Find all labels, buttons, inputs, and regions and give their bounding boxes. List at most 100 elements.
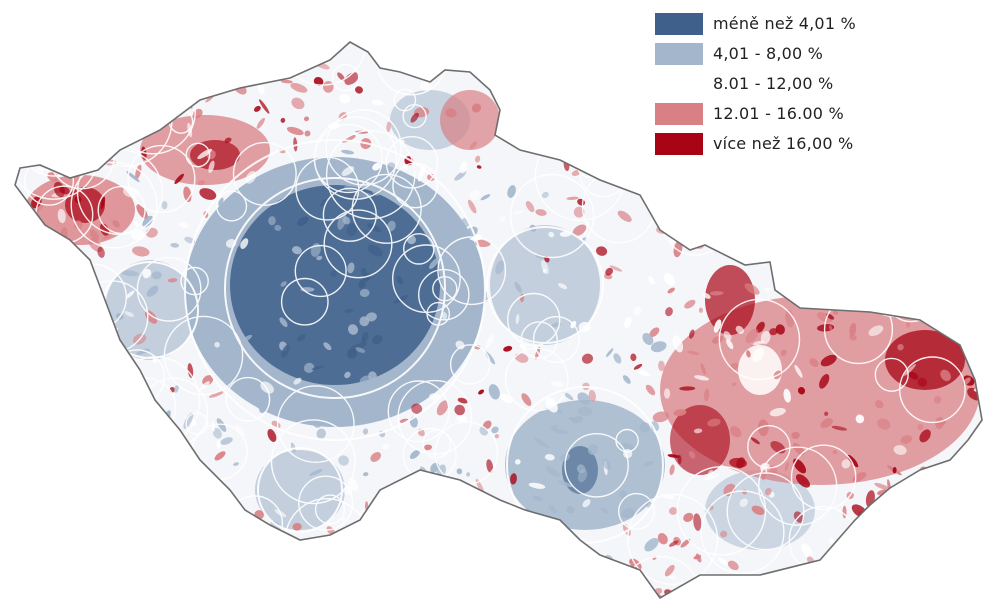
texture-patch [528, 482, 546, 489]
texture-patch [296, 334, 306, 342]
texture-patch [911, 572, 922, 576]
texture-patch [158, 75, 168, 92]
texture-patch [587, 444, 599, 455]
texture-patch [67, 333, 81, 338]
district-ring [351, 173, 422, 244]
texture-patch [579, 111, 596, 123]
texture-patch [163, 587, 173, 595]
texture-patch [644, 537, 659, 552]
texture-patch [520, 569, 529, 576]
district-ring [797, 224, 882, 309]
texture-patch [688, 329, 695, 339]
texture-patch [212, 427, 222, 439]
texture-patch [467, 199, 477, 214]
texture-patch [347, 348, 358, 359]
texture-patch [783, 388, 791, 403]
texture-patch [339, 94, 351, 104]
texture-patch [241, 544, 251, 550]
texture-patch [545, 466, 561, 478]
texture-patch [158, 112, 167, 117]
texture-patch [503, 345, 513, 352]
texture-patch [124, 311, 134, 317]
texture-patch [956, 157, 964, 171]
texture-patch [267, 429, 277, 442]
texture-patch [62, 509, 70, 521]
texture-patch [855, 414, 865, 424]
texture-patch [73, 352, 83, 360]
texture-patch [371, 99, 384, 106]
texture-patch [42, 251, 49, 260]
texture-patch [679, 386, 696, 391]
texture-patch [174, 173, 184, 185]
texture-patch [367, 223, 382, 233]
texture-patch [899, 306, 908, 316]
texture-patch [969, 347, 974, 359]
texture-patch [683, 585, 700, 591]
texture-patch [851, 280, 860, 289]
district-ring [900, 519, 960, 578]
district-ring [325, 129, 416, 220]
texture-patch [544, 454, 555, 461]
texture-patch [909, 225, 922, 235]
texture-patch [633, 363, 643, 370]
texture-patch [429, 258, 439, 270]
texture-patch [316, 428, 326, 439]
texture-patch [665, 307, 673, 317]
texture-patch [514, 210, 524, 215]
texture-patch [644, 166, 659, 175]
texture-patch [109, 482, 115, 492]
district-ring [50, 80, 83, 112]
texture-patch [226, 46, 232, 52]
texture-patch [134, 81, 143, 95]
texture-patch [26, 552, 36, 562]
texture-patch [550, 424, 558, 431]
texture-patch [103, 233, 113, 240]
district-ring [385, 135, 439, 189]
texture-patch [903, 551, 910, 559]
texture-patch [645, 499, 652, 508]
texture-patch [213, 320, 224, 338]
district-ring [932, 175, 957, 200]
texture-patch [532, 496, 543, 501]
texture-patch [963, 511, 974, 521]
texture-patch [933, 477, 940, 484]
district-ring [551, 534, 577, 560]
texture-patch [350, 342, 367, 351]
texture-patch [874, 482, 891, 491]
district-ring [127, 144, 196, 213]
texture-patch [554, 42, 565, 47]
texture-patch [824, 411, 829, 416]
texture-patch [385, 576, 391, 591]
texture-patch [30, 101, 36, 108]
texture-patch [454, 555, 468, 565]
texture-patch [45, 408, 51, 416]
district-ring [918, 522, 950, 555]
district-ring [334, 548, 362, 576]
texture-patch [548, 231, 555, 238]
texture-patch [865, 43, 871, 53]
texture-patch [339, 406, 355, 418]
texture-patch [40, 405, 49, 417]
texture-patch [736, 172, 749, 187]
texture-patch [683, 512, 694, 522]
texture-patch [489, 57, 497, 65]
texture-patch [405, 563, 414, 571]
texture-patch [744, 283, 760, 295]
texture-patch [488, 384, 500, 400]
texture-patch [392, 383, 399, 391]
texture-patch [851, 572, 860, 583]
texture-patch [911, 489, 923, 500]
texture-patch [931, 268, 943, 280]
texture-patch [562, 45, 574, 63]
texture-patch [316, 42, 321, 46]
district-ring [504, 347, 569, 412]
texture-patch [336, 414, 348, 426]
texture-patch [929, 537, 945, 548]
texture-patch [20, 462, 27, 470]
texture-patch [212, 352, 221, 360]
texture-patch [557, 480, 573, 488]
texture-patch [423, 444, 432, 451]
texture-patch [439, 201, 445, 216]
texture-patch [283, 549, 291, 555]
texture-patch [76, 342, 91, 349]
